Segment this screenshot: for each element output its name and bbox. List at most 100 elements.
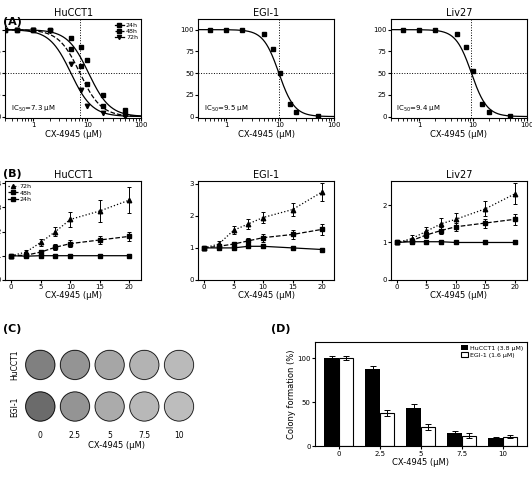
Bar: [462, 436, 476, 446]
48h: [215, 243, 222, 249]
Bar: [380, 413, 394, 446]
Bar: [406, 408, 421, 446]
Text: EGI-1: EGI-1: [11, 396, 20, 417]
Circle shape: [130, 392, 159, 421]
Circle shape: [26, 350, 55, 380]
24h: [453, 240, 459, 245]
48h: [438, 228, 444, 233]
72h: [67, 216, 73, 222]
Legend: 72h, 48h, 24h: 72h, 48h, 24h: [9, 184, 32, 202]
Line: 48h: 48h: [202, 227, 325, 250]
Text: 7.5: 7.5: [138, 431, 151, 440]
Text: 5: 5: [107, 431, 112, 440]
Line: 48h: 48h: [395, 217, 517, 245]
48h: [409, 238, 415, 243]
Bar: [339, 358, 353, 446]
Circle shape: [95, 392, 124, 421]
Text: IC$_{50}$=9.5 μM: IC$_{50}$=9.5 μM: [204, 104, 248, 114]
48h: [97, 237, 103, 243]
72h: [97, 208, 103, 214]
48h: [512, 216, 518, 222]
Title: HuCCT1: HuCCT1: [54, 9, 93, 18]
Text: CX-4945 (μM): CX-4945 (μM): [88, 441, 145, 450]
24h: [23, 253, 29, 259]
24h: [67, 253, 73, 259]
24h: [394, 240, 400, 245]
Text: IC$_{50}$=9.4 μM: IC$_{50}$=9.4 μM: [396, 104, 441, 114]
48h: [201, 245, 207, 251]
48h: [482, 220, 488, 226]
Title: EGI-1: EGI-1: [253, 9, 279, 18]
72h: [260, 215, 266, 220]
24h: [423, 239, 429, 245]
48h: [260, 235, 266, 240]
Line: 24h: 24h: [9, 253, 131, 258]
24h: [409, 239, 415, 245]
24h: [512, 240, 518, 245]
24h: [319, 247, 325, 252]
24h: [438, 239, 444, 245]
72h: [438, 221, 444, 227]
X-axis label: CX-4945 (μM): CX-4945 (μM): [392, 458, 449, 467]
48h: [52, 244, 59, 250]
X-axis label: CX-4945 (μM): CX-4945 (μM): [237, 291, 295, 300]
72h: [482, 206, 488, 212]
X-axis label: CX-4945 (μM): CX-4945 (μM): [430, 291, 487, 300]
48h: [23, 252, 29, 258]
Text: IC$_{50}$=7.3 μM: IC$_{50}$=7.3 μM: [11, 104, 55, 114]
72h: [453, 216, 459, 222]
Circle shape: [61, 392, 89, 421]
Bar: [503, 437, 517, 446]
24h: [482, 240, 488, 245]
Legend: 24h, 48h, 72h: 24h, 48h, 72h: [115, 23, 138, 40]
X-axis label: CX-4945 (μM): CX-4945 (μM): [237, 130, 295, 139]
24h: [201, 245, 207, 251]
72h: [245, 221, 252, 227]
48h: [245, 238, 252, 244]
Bar: [325, 358, 339, 446]
72h: [23, 249, 29, 255]
Circle shape: [61, 350, 89, 380]
Bar: [447, 433, 462, 446]
Text: (B): (B): [3, 169, 21, 179]
Line: 72h: 72h: [395, 192, 517, 245]
72h: [512, 191, 518, 197]
72h: [126, 197, 132, 203]
72h: [201, 245, 207, 251]
48h: [67, 241, 73, 247]
72h: [8, 253, 14, 259]
48h: [453, 224, 459, 229]
Text: (D): (D): [271, 324, 291, 334]
Bar: [421, 427, 435, 446]
Line: 72h: 72h: [202, 190, 325, 250]
Circle shape: [95, 350, 124, 380]
X-axis label: CX-4945 (μM): CX-4945 (μM): [430, 130, 487, 139]
24h: [8, 253, 14, 259]
24h: [245, 243, 252, 249]
Bar: [365, 369, 380, 446]
Circle shape: [130, 350, 159, 380]
Text: 0: 0: [38, 431, 43, 440]
X-axis label: CX-4945 (μM): CX-4945 (μM): [45, 291, 102, 300]
Line: 72h: 72h: [9, 198, 131, 258]
24h: [260, 243, 266, 249]
Y-axis label: Colony formation (%): Colony formation (%): [287, 349, 296, 439]
Text: 10: 10: [174, 431, 184, 440]
72h: [423, 228, 429, 234]
Line: 48h: 48h: [9, 234, 131, 258]
Title: HuCCT1: HuCCT1: [54, 170, 93, 180]
48h: [319, 227, 325, 232]
24h: [215, 245, 222, 251]
Bar: [488, 438, 503, 446]
48h: [423, 232, 429, 238]
72h: [394, 240, 400, 245]
24h: [97, 253, 103, 259]
72h: [52, 228, 59, 234]
72h: [289, 207, 296, 213]
Legend: HuCCT1 (3.8 μM), EGI-1 (1.6 μM): HuCCT1 (3.8 μM), EGI-1 (1.6 μM): [461, 346, 523, 358]
48h: [8, 253, 14, 259]
Circle shape: [164, 350, 194, 380]
Line: 24h: 24h: [395, 240, 517, 245]
Text: 2.5: 2.5: [69, 431, 81, 440]
48h: [126, 233, 132, 239]
